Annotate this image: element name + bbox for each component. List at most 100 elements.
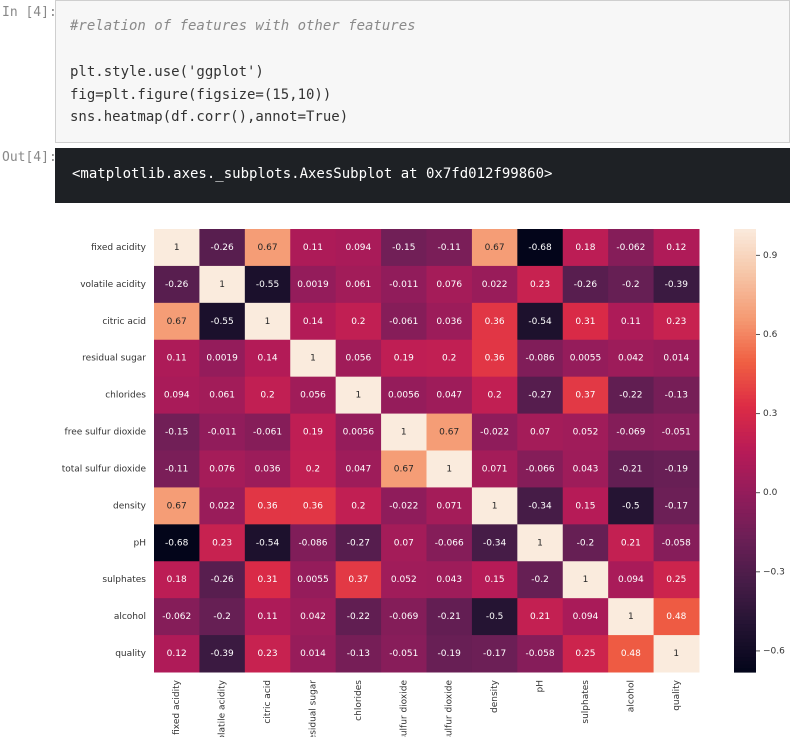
x-tick-label: pH	[536, 680, 546, 692]
code-cell[interactable]: #relation of features with other feature…	[55, 0, 790, 143]
cell-annotation: 0.061	[209, 391, 235, 401]
cell-annotation: -0.68	[528, 243, 552, 253]
cell-annotation: 0.36	[303, 501, 323, 511]
heatmap-cell	[653, 265, 700, 304]
colorbar-segment	[734, 380, 756, 385]
heatmap-cell	[517, 450, 564, 488]
cell-annotation: 0.67	[167, 317, 187, 327]
cell-annotation: 0.11	[621, 317, 641, 327]
heatmap-cell	[471, 598, 518, 636]
y-tick-label: total sulfur dioxide	[62, 464, 147, 474]
heatmap-cell	[471, 413, 518, 451]
cell-annotation: -0.19	[438, 649, 462, 659]
colorbar-segment	[734, 372, 756, 378]
colorbar-segment	[734, 576, 756, 581]
heatmap-cell	[653, 229, 700, 267]
heatmap-cell	[608, 339, 655, 378]
cell-annotation: -0.21	[619, 464, 642, 474]
cell-annotation: 0.07	[394, 538, 414, 548]
colorbar-segment	[734, 310, 756, 315]
colorbar-tick-label: 0.6	[763, 330, 778, 340]
colorbar-segment	[734, 583, 756, 588]
heatmap-cell	[154, 229, 200, 267]
heatmap-cell	[517, 635, 564, 673]
heatmap-cell	[290, 302, 337, 341]
colorbar-segment	[734, 631, 756, 636]
colorbar-segment	[734, 635, 756, 640]
colorbar-tick-label: 0.9	[763, 251, 778, 261]
x-tick-label: quality	[672, 679, 682, 710]
y-tick-label: free sulfur dioxide	[65, 428, 147, 438]
colorbar-segment	[734, 343, 756, 348]
y-tick-label: volatile acidity	[80, 280, 146, 290]
colorbar-segment	[734, 657, 756, 662]
heatmap-cell	[290, 561, 337, 599]
y-tick-label: alcohol	[114, 612, 146, 622]
cell-annotation: -0.051	[662, 428, 691, 438]
cell-annotation: -0.058	[662, 538, 691, 548]
cell-annotation: 0.67	[439, 428, 459, 438]
heatmap-cell	[471, 450, 518, 488]
colorbar-segment	[734, 243, 756, 249]
heatmap-cell	[653, 376, 700, 415]
cell-annotation: 0.094	[573, 612, 599, 622]
colorbar-segment	[734, 480, 756, 485]
cell-annotation: -0.086	[298, 538, 327, 548]
cell-annotation: 1	[537, 538, 543, 548]
heatmap-cell	[244, 487, 291, 525]
cell-annotation: 0.0056	[343, 428, 375, 438]
heatmap-cell	[426, 229, 473, 267]
cell-annotation: 0.21	[621, 538, 641, 548]
heatmap-cell	[426, 450, 473, 488]
cell-annotation: 0.2	[260, 391, 274, 401]
cell-annotation: 0.37	[575, 391, 595, 401]
heatmap-cell	[608, 376, 655, 415]
heatmap-cell	[471, 339, 518, 378]
cell-annotation: 0.31	[258, 575, 278, 585]
cell-annotation: -0.55	[210, 317, 233, 327]
heatmap-cell	[426, 265, 473, 304]
cell-annotation: -0.069	[389, 612, 418, 622]
heatmap-cell	[562, 598, 609, 636]
heatmap-cell	[653, 598, 700, 636]
heatmap-cell	[608, 450, 655, 488]
heatmap-cell	[471, 524, 518, 562]
cell-annotation: -0.11	[165, 464, 188, 474]
heatmap-cell	[335, 229, 382, 267]
colorbar-segment	[734, 664, 756, 669]
colorbar-segment	[734, 365, 756, 370]
heatmap-cell	[244, 302, 291, 341]
cell-annotation: 0.14	[258, 354, 278, 364]
cell-annotation: -0.15	[165, 428, 188, 438]
heatmap-cell	[290, 598, 337, 636]
heatmap-cell	[244, 561, 291, 599]
cell-annotation: 0.076	[436, 280, 462, 290]
cell-annotation: -0.22	[347, 612, 370, 622]
output-text: <matplotlib.axes._subplots.AxesSubplot a…	[72, 166, 553, 182]
cell-annotation: -0.34	[528, 501, 552, 511]
heatmap-cell	[199, 229, 246, 267]
heatmap-cell	[381, 302, 427, 341]
heatmap-cell	[335, 302, 382, 341]
colorbar-segment	[734, 409, 756, 415]
heatmap-cell	[471, 376, 518, 415]
cell-annotation: -0.13	[665, 391, 688, 401]
heatmap-cell	[653, 524, 700, 562]
colorbar-segment	[734, 579, 756, 584]
colorbar-segment	[734, 502, 756, 507]
cell-annotation: 1	[673, 649, 679, 659]
cell-annotation: -0.13	[347, 649, 370, 659]
cell-annotation: 0.07	[530, 428, 550, 438]
y-tick-label: sulphates	[102, 575, 146, 585]
cell-annotation: 0.2	[442, 354, 456, 364]
heatmap-cell	[426, 487, 473, 525]
heatmap-cell	[199, 302, 246, 341]
heatmap-cell	[381, 450, 427, 488]
colorbar-segment	[734, 612, 756, 618]
colorbar-segment	[734, 332, 756, 337]
colorbar-segment	[734, 638, 756, 644]
heatmap-cell	[517, 413, 564, 451]
heatmap-cell	[154, 376, 200, 415]
heatmap-cell	[608, 635, 655, 673]
colorbar-segment	[734, 240, 756, 245]
